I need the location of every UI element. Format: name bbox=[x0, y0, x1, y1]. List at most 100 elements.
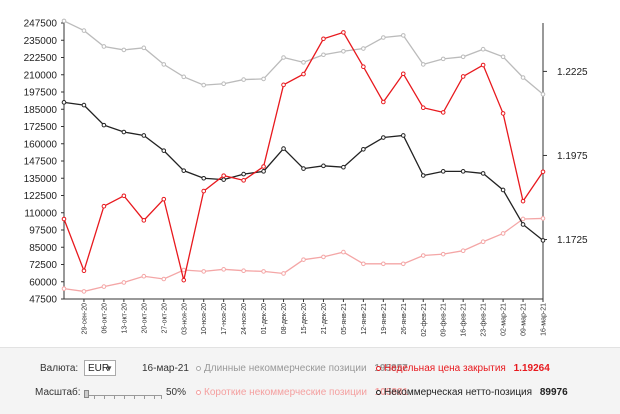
legend-close-value: 1.19264 bbox=[513, 363, 550, 374]
y-left-tick-label: 85000 bbox=[29, 243, 57, 254]
series-1-point bbox=[281, 271, 286, 276]
x-tick-label: 02-мар-21 bbox=[501, 303, 508, 336]
series-0-point bbox=[221, 81, 226, 87]
x-tick-label: 05-янв-21 bbox=[341, 303, 348, 335]
y-left-tick-label: 60000 bbox=[29, 277, 57, 288]
currency-value: EUR bbox=[88, 363, 110, 374]
series-2-point bbox=[61, 100, 67, 105]
series-3-point bbox=[420, 105, 426, 111]
x-tick-label: 17-ноя-20 bbox=[221, 303, 228, 335]
slider-tick bbox=[94, 395, 95, 399]
series-3-point bbox=[361, 64, 366, 70]
series-0-point bbox=[480, 46, 486, 52]
series-1-point bbox=[101, 284, 107, 289]
series-1-point bbox=[261, 269, 266, 274]
scale-slider-handle[interactable] bbox=[84, 390, 89, 398]
y-left-tick-label: 210000 bbox=[24, 70, 58, 81]
series-1-point bbox=[121, 280, 127, 285]
report-date: 16-мар-21 bbox=[142, 363, 189, 374]
series-3-point bbox=[261, 164, 266, 169]
x-tick-label: 09-мар-21 bbox=[521, 303, 528, 336]
series-1-point bbox=[361, 261, 366, 267]
x-tick-label: 29-сен-20 bbox=[81, 303, 88, 335]
series-3-point bbox=[181, 277, 187, 283]
y-left-tick-label: 172500 bbox=[24, 122, 58, 133]
series-0-point bbox=[261, 76, 266, 82]
y-left-tick-label: 197500 bbox=[24, 88, 58, 99]
slider-tick bbox=[144, 395, 145, 399]
series-0-point bbox=[61, 18, 67, 24]
x-tick-label: 10-ноя-20 bbox=[201, 303, 208, 335]
series-2-point bbox=[460, 169, 466, 174]
series-1-point bbox=[381, 261, 386, 267]
series-3-point bbox=[201, 188, 207, 194]
series-3-point bbox=[221, 173, 226, 178]
series-0 bbox=[61, 18, 546, 97]
slider-tick bbox=[124, 395, 125, 399]
series-1-point bbox=[181, 267, 187, 273]
series-3-point bbox=[281, 82, 286, 88]
slider-tick bbox=[134, 395, 135, 399]
y-left-tick-label: 72500 bbox=[29, 260, 57, 271]
series-1-point bbox=[201, 269, 207, 274]
series-2-point bbox=[241, 171, 246, 177]
x-tick-label: 15-дек-20 bbox=[301, 303, 308, 334]
series-1-point bbox=[321, 254, 326, 260]
chart: 47500 60000 72500 85000 97500 110000 122500 135… bbox=[24, 18, 588, 337]
series-2-point bbox=[201, 175, 207, 181]
y-left-tick-label: 110000 bbox=[24, 208, 57, 219]
series-0-point bbox=[141, 45, 147, 51]
series-0-point bbox=[241, 77, 246, 82]
legend-short-label: Короткие некоммерческие позиции bbox=[204, 387, 367, 398]
series-0-point bbox=[540, 91, 546, 97]
series-2-point bbox=[81, 102, 87, 108]
x-tick-label: 16-мар-21 bbox=[541, 303, 548, 336]
series-2-point bbox=[261, 169, 266, 174]
control-panel: Валюта: EUR ▼ 16-мар-21 Длинные некоммер… bbox=[0, 347, 620, 414]
scale-slider[interactable] bbox=[84, 390, 162, 400]
legend-net-label: Некоммерческая нетто-позиция bbox=[384, 387, 533, 398]
series-1-point bbox=[420, 253, 426, 258]
x-tick-label: 20-окт-20 bbox=[141, 303, 148, 334]
series-2-point bbox=[101, 122, 107, 128]
y-left-tick-label: 185000 bbox=[24, 105, 58, 116]
slider-tick bbox=[114, 395, 115, 399]
series-2-point bbox=[221, 177, 226, 182]
y-left-tick-label: 122500 bbox=[24, 191, 58, 202]
series-2-point bbox=[161, 148, 167, 153]
series-3-point bbox=[141, 218, 147, 223]
scale-slider-track bbox=[84, 395, 162, 396]
series-3-point bbox=[520, 198, 526, 204]
series-1-point bbox=[500, 231, 506, 236]
series-2-point bbox=[121, 129, 127, 135]
series-0-point bbox=[381, 35, 386, 40]
scale-label: Масштаб: bbox=[35, 387, 81, 398]
series-0-point bbox=[520, 75, 526, 80]
slider-tick bbox=[154, 395, 155, 399]
series-0-point bbox=[301, 60, 306, 65]
series-0-point bbox=[81, 28, 87, 33]
series-3-point bbox=[161, 196, 167, 202]
series-0-point bbox=[161, 62, 167, 67]
plot-area bbox=[64, 23, 543, 299]
y-left-tick-label: 97500 bbox=[29, 226, 57, 237]
series-0-point bbox=[440, 56, 446, 62]
series-3 bbox=[61, 30, 546, 283]
x-tick-label: 01-дек-20 bbox=[261, 303, 268, 334]
y-left-tick-label: 47500 bbox=[29, 295, 57, 306]
currency-select[interactable]: EUR ▼ bbox=[84, 360, 116, 376]
currency-label: Валюта: bbox=[40, 363, 79, 374]
x-tick-label: 08-дек-20 bbox=[281, 303, 288, 334]
series-2 bbox=[61, 100, 546, 243]
series-0-point bbox=[341, 48, 346, 54]
series-3-point bbox=[341, 30, 346, 35]
x-tick-label: 03-ноя-20 bbox=[181, 303, 188, 335]
series-2-point bbox=[361, 146, 366, 152]
legend-net-value: 89976 bbox=[539, 387, 568, 398]
y-right-tick-label: 1.2225 bbox=[557, 67, 588, 78]
series-0-point bbox=[281, 55, 286, 60]
series-1-point bbox=[61, 286, 67, 291]
series-1-point bbox=[341, 249, 346, 255]
x-axis-labels: 29-сен-20 06-окт-20 13-окт-20 20-окт-20 27-о… bbox=[81, 299, 548, 337]
series-2-point bbox=[500, 187, 506, 193]
